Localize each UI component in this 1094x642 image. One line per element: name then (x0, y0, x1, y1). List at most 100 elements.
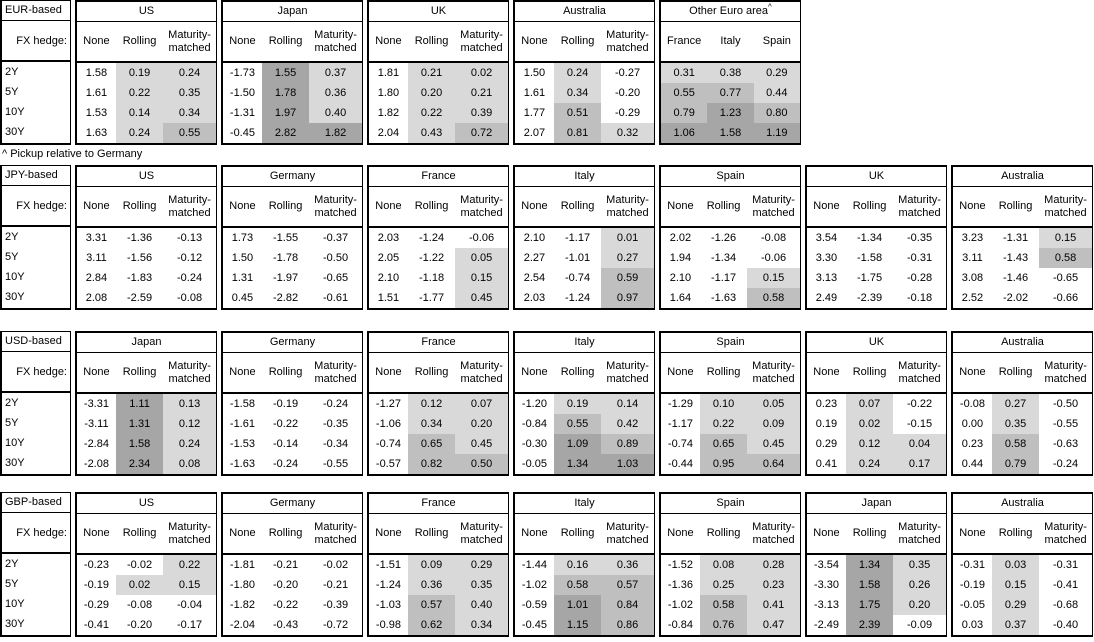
column-header-row: None Rolling Maturity-matched (369, 187, 508, 228)
value-cell: 2.05 (377, 252, 400, 264)
value-cell: -0.21 (323, 579, 349, 591)
table-row-5y: 2.27 -1.01 0.27 (515, 248, 654, 268)
value-cell: 0.19 (815, 418, 838, 430)
column-header-row: None Rolling Maturity-matched (77, 187, 216, 228)
value-cell: -1.56 (126, 252, 153, 264)
value-cell: 0.12 (407, 394, 456, 414)
value-cell: -0.45 (229, 127, 255, 139)
value-cell: 1.55 (261, 63, 310, 83)
value-cell: -1.02 (667, 599, 693, 611)
value-cell: -0.50 (323, 252, 349, 264)
group-name-label: Australia (515, 2, 654, 22)
table-row-10y: -3.13 1.75 0.20 (807, 595, 946, 615)
table-row-5y: 0.55 0.77 0.44 (661, 83, 800, 103)
tenor-row-label: 30Y (5, 457, 25, 469)
value-cell: -2.49 (813, 619, 839, 631)
value-cell: -3.31 (83, 398, 109, 410)
value-cell: 3.23 (961, 232, 984, 244)
table-row-10y: -0.30 1.09 0.89 (515, 434, 654, 454)
value-cell: -0.08 (126, 599, 153, 611)
column-header-none: None (229, 527, 256, 540)
value-cell: -0.34 (323, 438, 349, 450)
table-row-2y: -1.81 -0.21 -0.02 (223, 555, 362, 575)
table-row-5y: 1.94 -1.34 -0.06 (661, 248, 800, 268)
value-cell: -1.20 (521, 398, 547, 410)
value-cell: 0.15 (991, 575, 1040, 595)
value-cell: -0.59 (521, 599, 547, 611)
value-cell: 2.39 (845, 615, 894, 635)
value-cell: 1.94 (669, 252, 692, 264)
value-cell: -0.13 (177, 232, 203, 244)
column-header-maturity-matched: Maturity-matched (314, 521, 357, 546)
column-header-row: None Rolling Maturity-matched (515, 187, 654, 228)
table-row-30y: 0.03 0.37 -0.40 (953, 615, 1092, 635)
value-cell: -0.02 (323, 559, 349, 571)
table-row-5y: -1.36 0.25 0.23 (661, 575, 800, 595)
column-header-row: France Italy Spain (661, 22, 800, 63)
table-row-2y: -0.08 0.27 -0.50 (953, 394, 1092, 414)
column-header-none: None (83, 200, 110, 213)
value-cell: -1.26 (710, 232, 737, 244)
value-cell: 0.37 (309, 63, 362, 83)
value-cell: 0.65 (699, 434, 748, 454)
value-cell: -0.31 (959, 559, 985, 571)
column-header-maturity-matched: Maturity-matched (752, 360, 795, 385)
value-cell: -0.02 (126, 559, 153, 571)
value-cell: -1.73 (229, 67, 255, 79)
column-header-rolling: Rolling (998, 527, 1033, 540)
value-cell: 0.79 (991, 454, 1040, 474)
group-uk: UK None Rolling Maturity-matched 0.23 0.07 -0.… (805, 331, 947, 476)
value-cell: -0.22 (272, 599, 299, 611)
column-header-row: None Rolling Maturity-matched (369, 22, 508, 63)
column-header-none: None (229, 366, 256, 379)
value-cell: -1.44 (521, 559, 547, 571)
value-cell: 0.36 (309, 83, 362, 103)
value-cell: 2.02 (669, 232, 692, 244)
value-cell: -1.61 (229, 418, 255, 430)
column-header-maturity-matched: Maturity-matched (752, 521, 795, 546)
value-cell: 1.31 (115, 414, 164, 434)
column-header-none: None (813, 366, 840, 379)
value-cell: 0.58 (1039, 248, 1092, 268)
group-spain: Spain None Rolling Maturity-matched -1.29 0.1… (659, 331, 801, 476)
value-cell: 0.38 (707, 63, 754, 83)
value-cell: 1.06 (661, 123, 708, 143)
column-header-rolling: Rolling (414, 366, 449, 379)
value-cell: 1.19 (753, 123, 800, 143)
value-cell: 0.55 (661, 83, 708, 103)
table-row-5y: 1.61 0.22 0.35 (77, 83, 216, 103)
column-header-rolling: Rolling (414, 35, 449, 48)
group-uk: UK None Rolling Maturity-matched 1.81 0.21 0.0… (367, 0, 509, 145)
value-cell: 3.30 (815, 252, 838, 264)
column-header-row: None Rolling Maturity-matched (807, 353, 946, 394)
column-header-maturity-matched: Maturity-matched (460, 521, 503, 546)
table-row-10y: -0.74 0.65 0.45 (661, 434, 800, 454)
value-cell: 0.07 (455, 394, 508, 414)
base-label-block: USD-based FX hedge: 2Y 5Y 10Y 30Y (0, 331, 71, 476)
value-cell: -0.43 (272, 619, 299, 631)
value-cell: 1.09 (553, 434, 602, 454)
column-header-row: None Rolling Maturity-matched (515, 353, 654, 394)
column-header-rolling: Rolling (560, 35, 595, 48)
value-cell: 2.03 (377, 232, 400, 244)
value-cell: 0.15 (455, 268, 508, 288)
column-header-row: None Rolling Maturity-matched (369, 353, 508, 394)
column-header-row: None Rolling Maturity-matched (77, 514, 216, 555)
value-cell: -1.43 (1002, 252, 1029, 264)
tenor-row-label: 2Y (5, 231, 19, 243)
footnote: ^ Pickup relative to Germany (2, 148, 143, 160)
table-row-5y: 3.30 -1.58 -0.31 (807, 248, 946, 268)
column-header-maturity-matched: Maturity-matched (314, 194, 357, 219)
value-cell: 0.24 (553, 63, 602, 83)
table-row-10y: -0.74 0.65 0.45 (369, 434, 508, 454)
value-cell: -0.09 (907, 619, 933, 631)
group-name-label: Japan (807, 494, 946, 514)
value-cell: 2.52 (961, 292, 984, 304)
group-name-label: UK (369, 2, 508, 22)
table-row-2y: 2.02 -1.26 -0.08 (661, 228, 800, 248)
value-cell: 0.25 (699, 575, 748, 595)
column-header-maturity-matched: Maturity-matched (460, 194, 503, 219)
tenor-row-label: 10Y (5, 437, 25, 449)
value-cell: -1.78 (272, 252, 299, 264)
value-cell: -0.74 (375, 438, 401, 450)
